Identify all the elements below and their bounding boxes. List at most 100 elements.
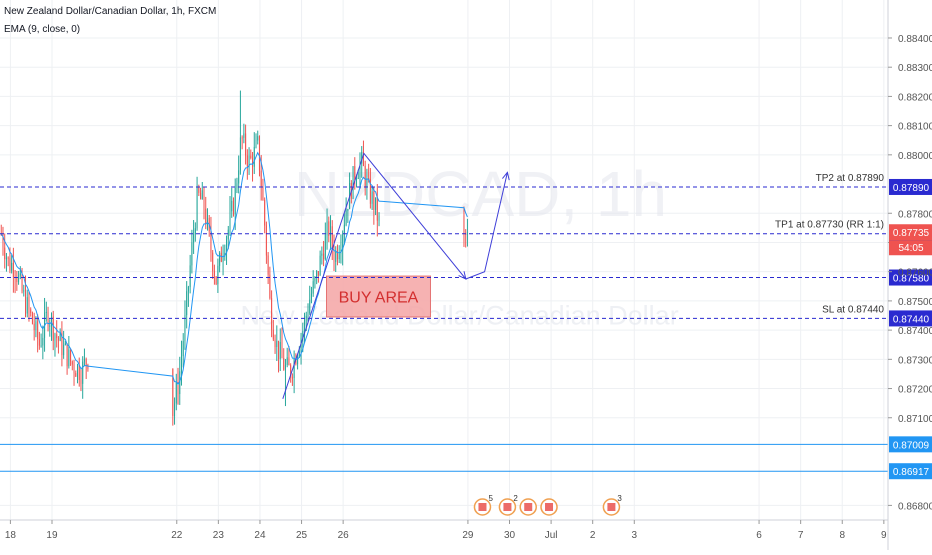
candle-body [314, 277, 316, 282]
candle [35, 316, 37, 338]
candle [333, 234, 335, 272]
time-axis-label: 24 [254, 530, 266, 541]
event-marker[interactable]: 3 [602, 494, 622, 516]
candle [87, 363, 89, 372]
candle-body [71, 361, 73, 365]
candle-body [252, 158, 254, 167]
candle [28, 290, 30, 322]
candle [21, 267, 23, 294]
price-axis-label: 0.88000 [898, 151, 932, 162]
candle [68, 335, 70, 369]
ema-line [0, 151, 468, 386]
candle [243, 123, 245, 144]
candle-body [16, 277, 18, 283]
last-price-label: 0.87735 [893, 228, 930, 239]
time-axis-label: 23 [213, 530, 225, 541]
candle-body [193, 234, 195, 243]
candle-body [267, 255, 269, 275]
candle [30, 307, 32, 317]
candle [307, 303, 309, 323]
candle [75, 370, 77, 377]
candle [321, 246, 323, 265]
candle [364, 160, 366, 196]
candle-body [274, 339, 276, 347]
candle-body [278, 340, 280, 359]
candle [314, 276, 316, 289]
candle [4, 233, 6, 269]
candle-body [336, 251, 338, 260]
axis-price-tag-entry [889, 269, 932, 286]
candle [191, 229, 193, 274]
candle-body [213, 271, 215, 277]
candle [253, 132, 255, 174]
candle [291, 373, 293, 386]
candle [206, 208, 208, 231]
candle-body [182, 341, 184, 357]
projection-arrowhead-down [458, 271, 467, 280]
candle-body [255, 140, 257, 147]
event-marker[interactable] [540, 498, 558, 516]
candle-body [279, 342, 281, 359]
candle-body [335, 251, 337, 262]
candle [293, 350, 295, 394]
time-axis-label: 26 [338, 530, 350, 541]
candle [262, 178, 264, 201]
candle-body [45, 311, 47, 313]
candle [227, 225, 229, 250]
candle-body [345, 210, 347, 225]
candle-body [309, 299, 311, 314]
candle [378, 212, 380, 227]
candle-body [49, 325, 51, 327]
calendar-flag-icon-glyph [607, 503, 616, 511]
candle [286, 347, 288, 368]
candle [2, 226, 4, 256]
calendar-flag-icon-glyph [478, 503, 487, 511]
event-marker[interactable]: 2 [498, 494, 518, 516]
candle-body [359, 163, 361, 178]
candle [193, 220, 195, 254]
candle [217, 258, 219, 294]
candle [245, 124, 247, 165]
candle [330, 215, 332, 250]
candle-body [12, 262, 14, 278]
candle-body [85, 358, 87, 365]
candle-body [56, 334, 58, 339]
candle [187, 285, 189, 307]
candle [19, 266, 21, 280]
candle-body [2, 233, 4, 248]
candle-body [42, 337, 44, 346]
candle [64, 340, 66, 346]
candle-body [269, 274, 271, 299]
candle [200, 187, 202, 200]
candle-body [232, 200, 234, 215]
axis-price-label-support-2: 0.86917 [893, 467, 930, 478]
candle-body [201, 190, 203, 200]
candle [54, 332, 56, 357]
candle [371, 186, 373, 211]
candle [56, 320, 58, 348]
candle [219, 251, 221, 273]
candle-body [288, 357, 290, 366]
candle-body [59, 332, 61, 341]
event-marker[interactable]: 5 [473, 494, 493, 516]
candle-body [196, 187, 198, 229]
price-axis-label: 0.87300 [898, 355, 932, 366]
event-marker[interactable] [519, 498, 537, 516]
candle-body [375, 197, 377, 210]
candle-body [246, 155, 248, 167]
candle-body [276, 340, 278, 347]
candle-body [191, 242, 193, 266]
candle [354, 157, 356, 190]
candle-body [304, 318, 306, 331]
price-axis-label: 0.88200 [898, 92, 932, 103]
candle-body [369, 178, 371, 204]
candle [361, 146, 363, 178]
candle [51, 312, 53, 341]
candle-body [206, 217, 208, 225]
candle-body [302, 330, 304, 338]
time-axis-label: 9 [881, 530, 887, 541]
candle-body [70, 349, 72, 362]
indicator-legend[interactable]: EMA (9, close, 0) [4, 24, 81, 35]
